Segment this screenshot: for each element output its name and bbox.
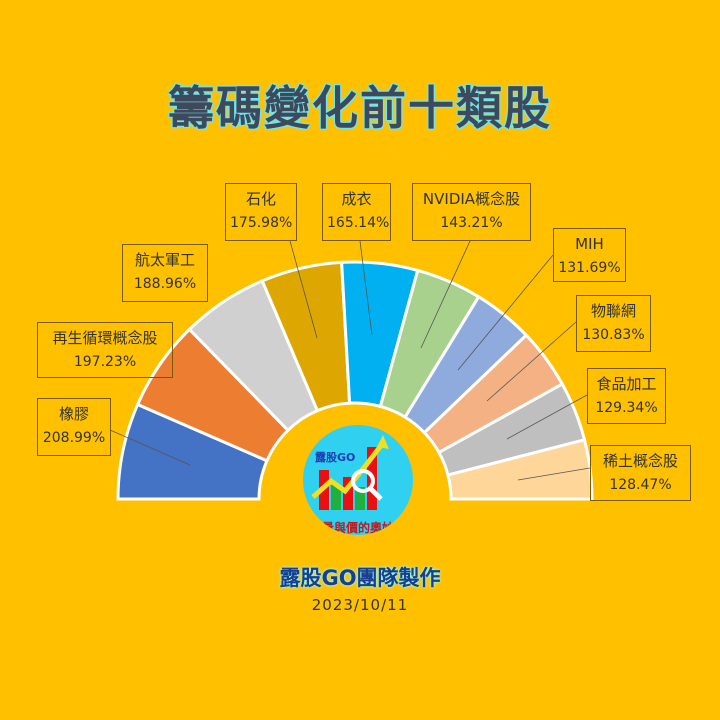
- leader-line-5: [420, 240, 471, 349]
- category-label: 食品加工: [596, 375, 657, 393]
- data-label-8: 食品加工 129.34%: [587, 368, 666, 424]
- chart-title: 籌碼變化前十類股: [168, 81, 552, 135]
- logo-slogan: 量與價的奧妙: [321, 521, 394, 535]
- leader-line-4: [359, 240, 373, 336]
- leader-line-9: [517, 467, 591, 481]
- category-label: 成衣: [341, 190, 372, 208]
- value-label: 143.21%: [440, 215, 503, 231]
- data-label-0: 橡膠 208.99%: [37, 398, 111, 456]
- value-label: 131.69%: [558, 260, 621, 276]
- leader-line-8: [506, 394, 588, 440]
- value-label: 175.98%: [230, 215, 293, 231]
- category-label: 石化: [245, 190, 276, 208]
- date-text: 2023/10/11: [311, 596, 409, 614]
- data-label-2: 航太軍工 188.96%: [122, 244, 208, 302]
- value-label: 165.14%: [327, 215, 390, 231]
- data-label-9: 稀土概念股 128.47%: [590, 445, 691, 501]
- data-label-5: NVIDIA概念股 143.21%: [412, 183, 531, 241]
- category-label: 物聯網: [590, 302, 636, 320]
- slice-9: [446, 438, 594, 501]
- category-label: MIH: [575, 235, 604, 253]
- chart-logo-icon: [311, 435, 389, 510]
- data-label-6: MIH 131.69%: [553, 228, 626, 282]
- leader-line-3: [289, 240, 318, 339]
- category-label: 橡膠: [58, 405, 89, 423]
- category-label: 稀土概念股: [602, 452, 678, 470]
- value-label: 128.47%: [609, 477, 672, 493]
- leader-line-6: [457, 254, 554, 371]
- data-label-1: 再生循環概念股 197.23%: [37, 322, 173, 378]
- data-label-7: 物聯網 130.83%: [576, 295, 651, 352]
- logo-brand: 露股GO: [315, 451, 356, 464]
- logo: 露股GO 量與價的奧妙: [303, 425, 413, 535]
- value-label: 208.99%: [42, 430, 106, 446]
- credit-text: 露股GO團隊製作: [279, 566, 441, 590]
- category-label: 再生循環概念股: [52, 329, 158, 347]
- data-label-4: 成衣 165.14%: [322, 183, 391, 241]
- value-label: 197.23%: [73, 354, 137, 370]
- value-label: 130.83%: [582, 327, 645, 343]
- data-label-3: 石化 175.98%: [225, 183, 297, 241]
- value-label: 129.34%: [595, 400, 658, 416]
- leader-line-0: [109, 429, 191, 466]
- category-label: 航太軍工: [134, 251, 195, 269]
- leader-line-7: [486, 321, 577, 402]
- value-label: 188.96%: [133, 276, 197, 292]
- category-label: NVIDIA概念股: [422, 190, 521, 208]
